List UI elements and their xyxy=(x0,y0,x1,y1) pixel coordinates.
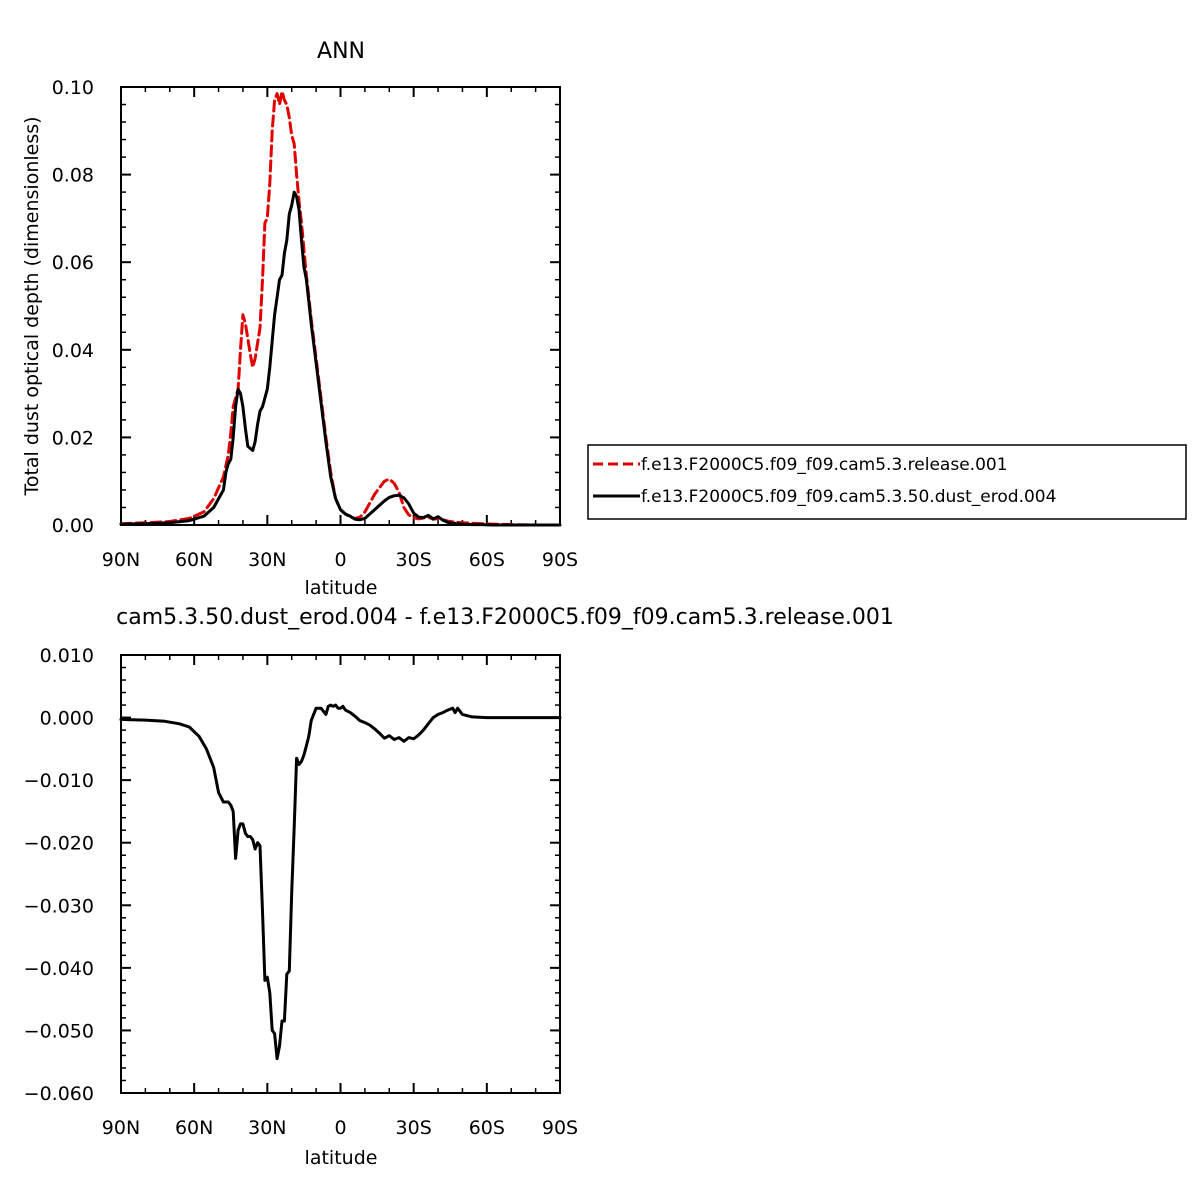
legend-label-experiment: f.e13.F2000C5.f09_f09.cam5.3.50.dust_ero… xyxy=(641,487,1056,507)
y-tick-label: −0.030 xyxy=(24,895,94,917)
y-tick-label: 0.00 xyxy=(52,515,94,537)
y-tick-label: −0.060 xyxy=(24,1083,94,1105)
x-tick-label: 30S xyxy=(396,549,432,571)
y-tick-label: 0.04 xyxy=(52,340,94,362)
y-tick-label: −0.010 xyxy=(24,770,94,792)
y-tick-label: 0.000 xyxy=(40,708,94,730)
y-tick-label: 0.010 xyxy=(40,645,94,667)
x-tick-label: 90N xyxy=(102,1117,140,1139)
x-tick-label: 30S xyxy=(396,1117,432,1139)
x-tick-label: 0 xyxy=(334,549,346,571)
bottom-plot-frame xyxy=(120,654,561,1094)
x-tick-label: 0 xyxy=(334,1117,346,1139)
y-tick-label: −0.050 xyxy=(24,1020,94,1042)
x-tick-label: 90S xyxy=(542,1117,578,1139)
top-axis-ticks xyxy=(120,86,561,526)
x-tick-label: 60N xyxy=(175,1117,213,1139)
bottom-panel: cam5.3.50.dust_erod.004 - f.e13.F2000C5.… xyxy=(24,605,894,1169)
bottom-x-axis-title: latitude xyxy=(305,1147,378,1169)
top-tick-labels: 90N 60N 30N 0 30S 60S 90S 0.00 0.02 0.04 0.06 0.08 0… xyxy=(52,77,578,571)
x-tick-label: 60S xyxy=(469,1117,505,1139)
y-tick-label: 0.02 xyxy=(52,427,94,449)
top-x-axis-title: latitude xyxy=(305,577,378,599)
top-series-group xyxy=(119,89,562,527)
x-tick-label: 90N xyxy=(102,549,140,571)
bottom-tick-labels: 90N 60N 30N 0 30S 60S 90S 0.010 0.000 −0.010 −0.02… xyxy=(24,645,578,1139)
legend: f.e13.F2000C5.f09_f09.cam5.3.release.001… xyxy=(587,444,1187,520)
bottom-axis-ticks xyxy=(120,654,561,1094)
top-panel: ANN Total dust optical depth (dimensionl… xyxy=(21,39,578,599)
y-tick-label: 0.06 xyxy=(52,252,94,274)
top-y-axis-title: Total dust optical depth (dimensionless) xyxy=(21,116,43,496)
x-tick-label: 30N xyxy=(248,549,286,571)
top-series-line-0 xyxy=(119,89,562,527)
top-plot-frame xyxy=(120,86,561,526)
top-series-line-1 xyxy=(119,190,562,527)
top-panel-title: ANN xyxy=(317,39,365,64)
y-tick-label: 0.08 xyxy=(52,165,94,187)
y-tick-label: −0.040 xyxy=(24,958,94,980)
x-tick-label: 90S xyxy=(542,549,578,571)
x-tick-label: 30N xyxy=(248,1117,286,1139)
x-tick-label: 60S xyxy=(469,549,505,571)
x-tick-label: 60N xyxy=(175,549,213,571)
legend-label-control: f.e13.F2000C5.f09_f09.cam5.3.release.001 xyxy=(641,455,1008,475)
bottom-series-group xyxy=(119,703,562,1061)
legend-box xyxy=(587,444,1187,520)
bottom-panel-title: cam5.3.50.dust_erod.004 - f.e13.F2000C5.… xyxy=(116,605,894,630)
bottom-series-line-0 xyxy=(119,703,562,1061)
y-tick-label: −0.020 xyxy=(24,833,94,855)
y-tick-label: 0.10 xyxy=(52,77,94,99)
